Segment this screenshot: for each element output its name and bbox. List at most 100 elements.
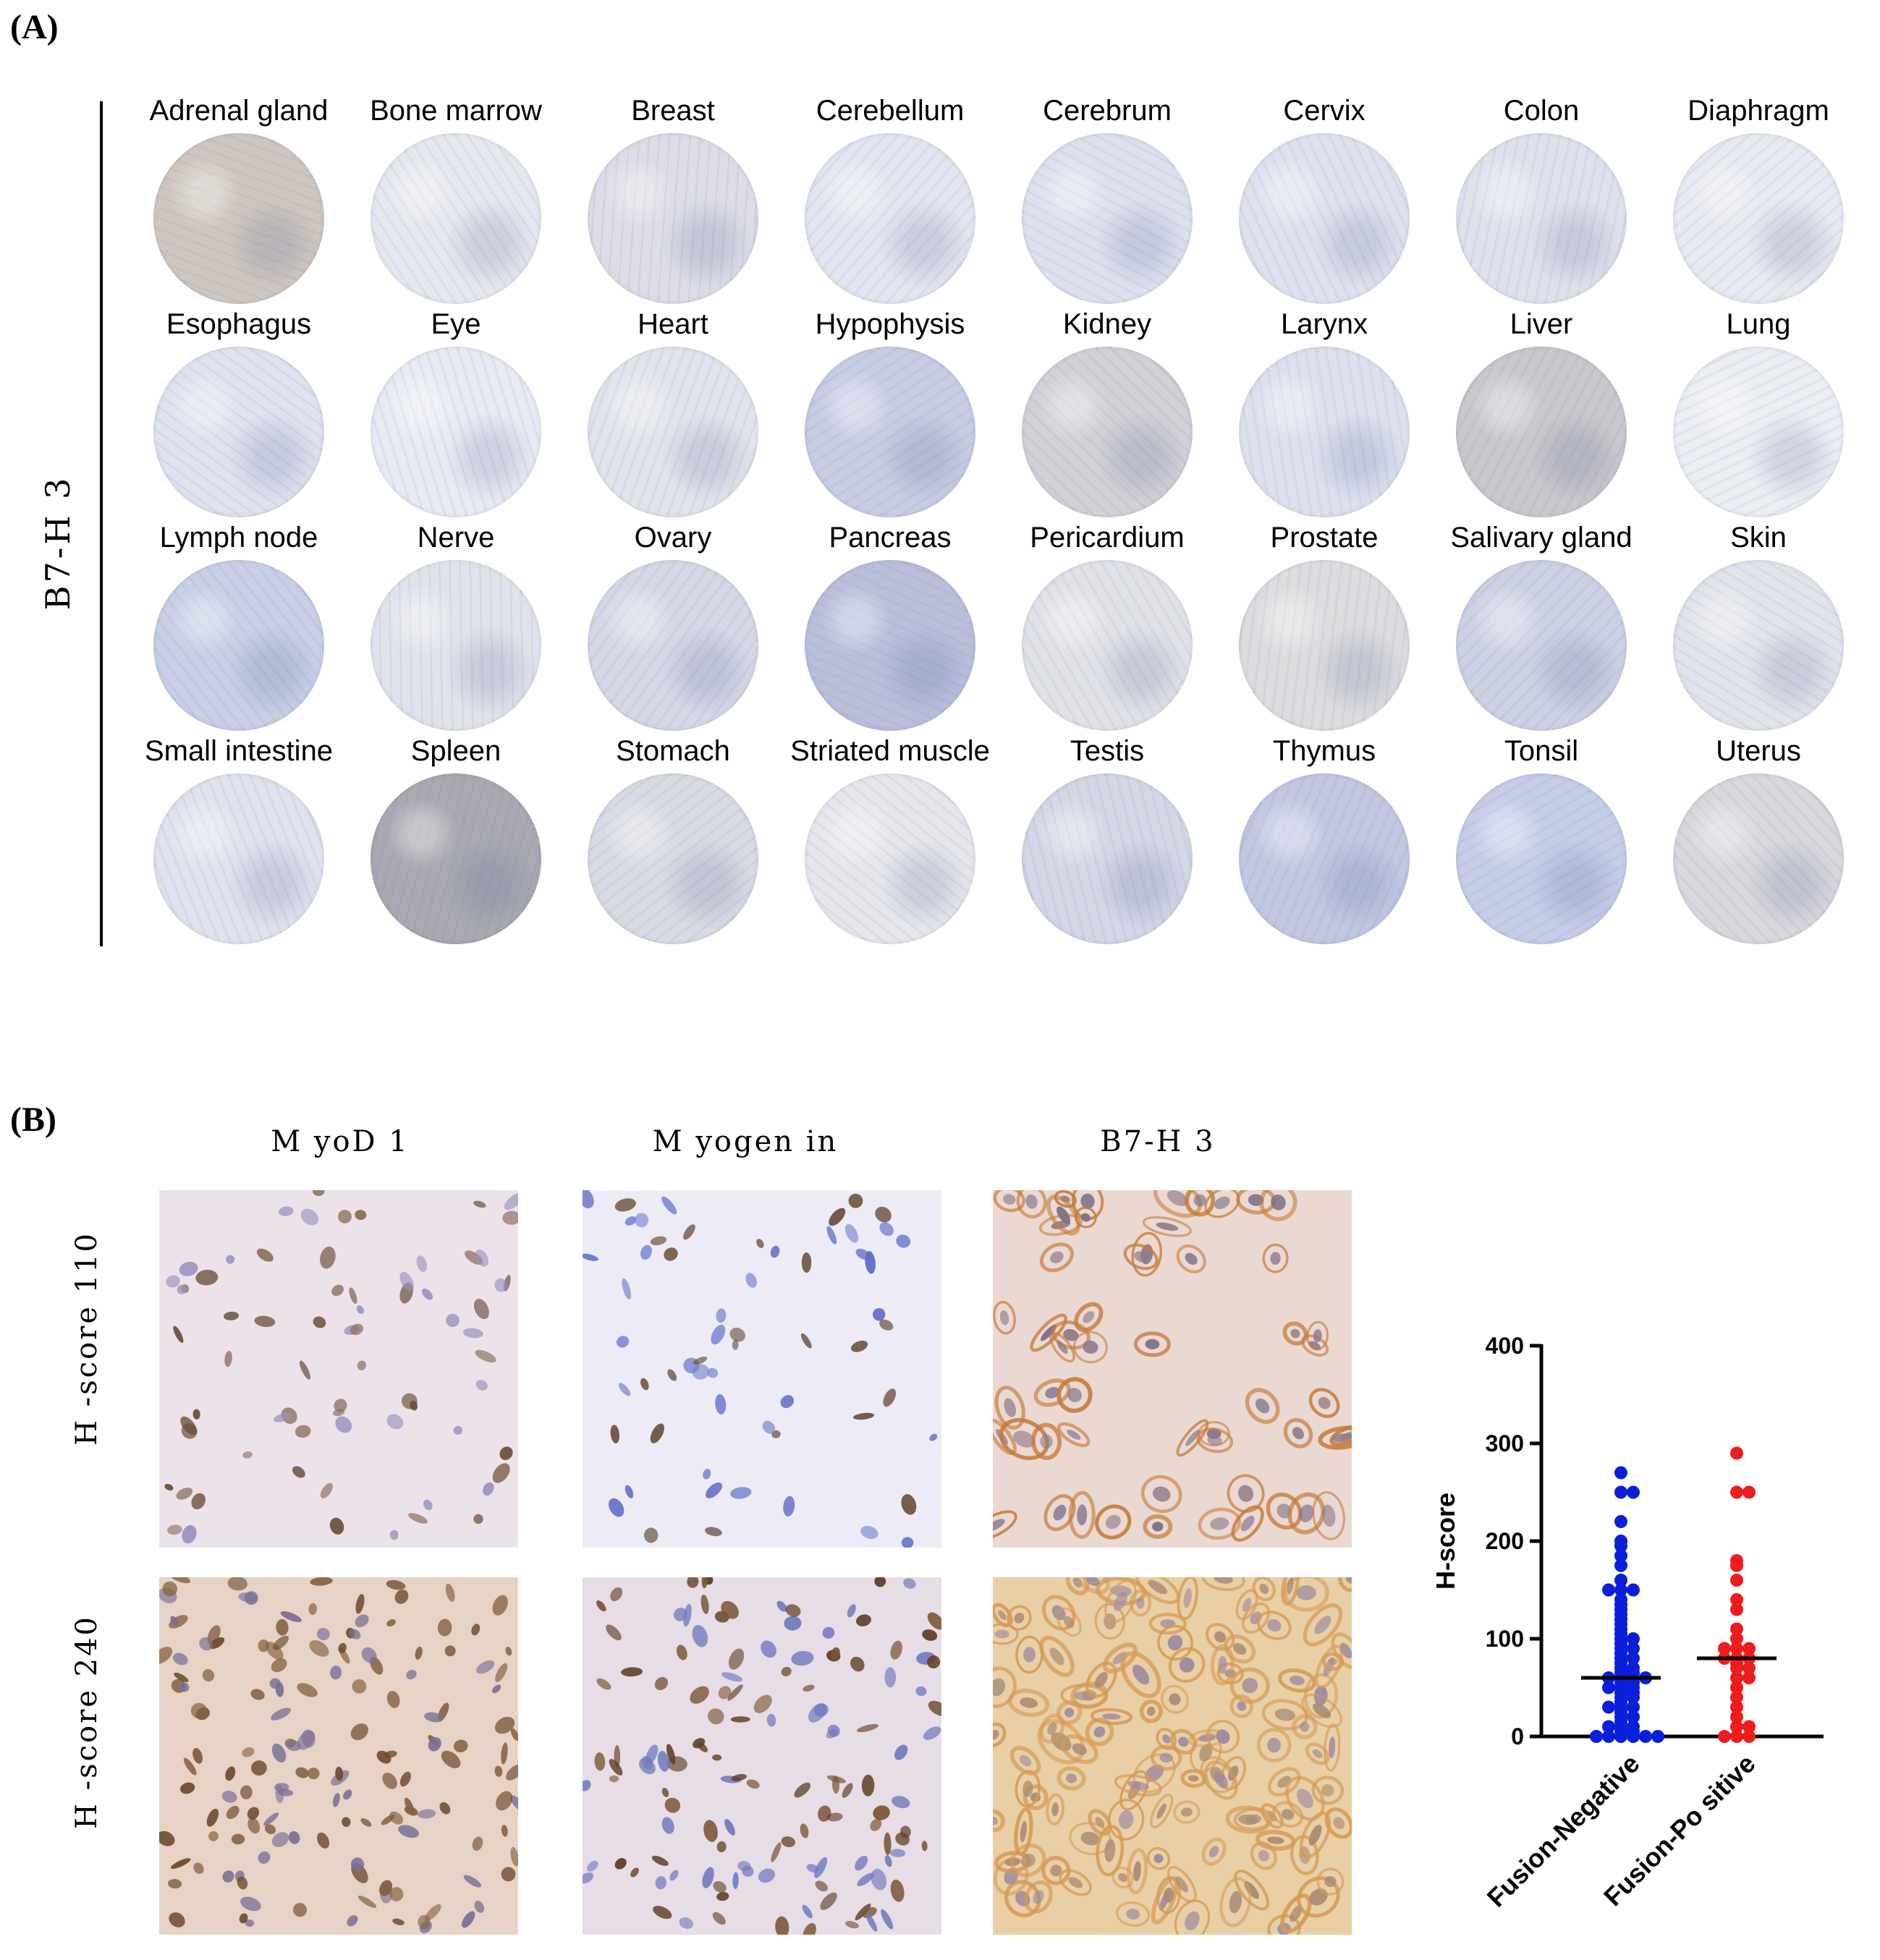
membrane-stain (1007, 1689, 1050, 1717)
data-point-fusion-negative (1614, 1539, 1627, 1553)
cell-nucleus (297, 1683, 318, 1697)
cell-nucleus (624, 1485, 634, 1498)
tissue-nerve: Nerve (347, 521, 564, 738)
membrane-stain (1068, 1490, 1096, 1539)
cell-nucleus (802, 1904, 813, 1919)
cell-nucleus (334, 1399, 347, 1412)
cell-nucleus (610, 1425, 620, 1443)
cell-nucleus (1094, 1672, 1108, 1688)
cell-nucleus (471, 1624, 480, 1636)
tissue-label: Thymus (1272, 735, 1376, 767)
cell-nucleus (712, 1754, 722, 1761)
cell-nucleus (1053, 1504, 1067, 1521)
cell-nucleus (1207, 1435, 1222, 1446)
cell-nucleus (1112, 1652, 1127, 1665)
cell-nucleus (622, 1278, 632, 1299)
cell-nucleus (667, 1369, 677, 1381)
cell-nucleus (899, 1825, 911, 1838)
cell-nucleus (803, 1922, 816, 1935)
cell-nucleus (800, 1333, 812, 1349)
membrane-stain (1255, 1829, 1296, 1851)
membrane-stain (1338, 1577, 1352, 1592)
cell-nucleus (350, 1323, 363, 1336)
cell-nucleus (247, 1817, 261, 1834)
cell-nucleus (475, 1349, 496, 1363)
cell-nucleus (1321, 1784, 1334, 1796)
cell-nucleus (784, 1616, 802, 1631)
data-point-fusion-positive (1743, 1485, 1756, 1499)
cell-nucleus (596, 1600, 606, 1612)
cell-nucleus (1132, 1664, 1150, 1685)
cell-nucleus (510, 1728, 518, 1741)
cell-nucleus (1331, 1433, 1352, 1443)
cell-nucleus (1240, 1515, 1255, 1532)
membrane-stain (1056, 1607, 1082, 1637)
data-point-fusion-positive (1743, 1671, 1756, 1684)
cell-nucleus (1167, 1634, 1183, 1651)
cell-nucleus (884, 1855, 892, 1867)
membrane-stain (1009, 1746, 1041, 1776)
cell-nucleus (847, 1604, 856, 1618)
cell-nucleus (394, 1589, 409, 1604)
cell-nucleus (1105, 1514, 1121, 1530)
membrane-stain (1219, 1877, 1252, 1927)
cell-nucleus (781, 1666, 792, 1676)
cell-nucleus (295, 1425, 311, 1438)
membrane-stain (1256, 1611, 1292, 1640)
cell-nucleus (865, 1250, 876, 1274)
cell-nucleus (664, 1247, 678, 1261)
cell-nucleus (676, 1645, 687, 1660)
cell-nucleus (655, 1876, 667, 1890)
cell-nucleus (343, 1789, 352, 1800)
cell-nucleus (890, 1640, 902, 1660)
cell-nucleus (1021, 1853, 1036, 1867)
cell-nucleus (669, 1870, 679, 1881)
cell-nucleus (453, 1425, 463, 1435)
membrane-stain (1301, 1693, 1342, 1728)
cell-nucleus (240, 1785, 253, 1799)
cell-nucleus (692, 1364, 710, 1380)
cell-nucleus (406, 1669, 417, 1680)
cell-nucleus (386, 1691, 400, 1708)
membrane-stain (1049, 1332, 1075, 1363)
cell-nucleus (753, 1694, 772, 1713)
tissue-liver: Liver (1433, 307, 1650, 525)
cell-nucleus (164, 1483, 174, 1491)
cell-nucleus (712, 1912, 726, 1925)
cell-nucleus (1296, 1585, 1316, 1600)
cell-nucleus (338, 1642, 347, 1653)
cell-nucleus (352, 1679, 367, 1694)
tissue-label: Skin (1730, 522, 1787, 553)
tissue-larynx: Larynx (1216, 307, 1433, 525)
data-point-fusion-positive (1730, 1632, 1743, 1645)
membrane-stain (1104, 1579, 1137, 1624)
cell-nucleus (1312, 1749, 1323, 1758)
membrane-stain (1039, 1635, 1075, 1677)
cell-nucleus (1118, 1810, 1134, 1829)
cell-nucleus (263, 1812, 279, 1826)
cell-nucleus (715, 1393, 727, 1414)
cell-nucleus (355, 1614, 369, 1627)
data-point-fusion-negative (1614, 1515, 1627, 1528)
cell-nucleus (776, 1600, 787, 1612)
cell-nucleus (389, 1530, 399, 1540)
cell-nucleus (1077, 1504, 1088, 1526)
tissue-label: Pancreas (829, 522, 952, 553)
cell-nucleus (1218, 1655, 1227, 1674)
cell-nucleus (242, 1451, 253, 1459)
tissue-label: Small intestine (144, 735, 334, 767)
data-point-fusion-negative (1590, 1730, 1603, 1743)
cell-nucleus (713, 1881, 727, 1893)
tissue-hypophysis: Hypophysis (782, 307, 999, 525)
cell-nucleus (1080, 1213, 1091, 1222)
membrane-stain (1272, 1801, 1304, 1828)
tissue-core-image (805, 773, 975, 944)
cell-nucleus (756, 1239, 764, 1248)
membrane-stain (1303, 1673, 1339, 1719)
membrane-stain (1256, 1728, 1292, 1762)
cell-nucleus (640, 1244, 652, 1260)
cell-nucleus (1162, 1734, 1171, 1744)
cell-nucleus (705, 1527, 722, 1537)
cell-nucleus (472, 1836, 483, 1851)
cell-nucleus (275, 1784, 284, 1804)
